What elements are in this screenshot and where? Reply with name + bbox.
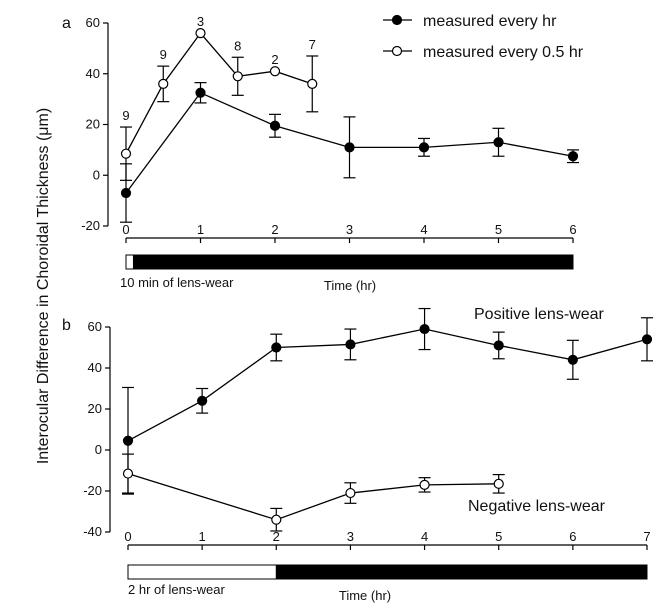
panel-b-bar-label: 2 hr of lens-wear <box>128 582 225 597</box>
panel-b-x-tick-label: 4 <box>421 529 428 544</box>
panel-b-annotation: Negative lens-wear <box>468 498 606 515</box>
panel-a-x-tick-label: 0 <box>122 222 129 237</box>
panel-b-y-tick-label: -20 <box>83 483 102 498</box>
panel-b-y-tick-label: 40 <box>88 360 102 375</box>
panel-a-series-open-n-label: 8 <box>234 38 241 53</box>
panel-a-series-open-line <box>125 32 313 154</box>
panel-b-y-tick-label: 0 <box>95 442 102 457</box>
panel-a-series-open-n-label: 9 <box>160 47 167 62</box>
panel-b-series-filled-point <box>419 323 430 335</box>
panel-b-series-filled-point <box>567 354 578 365</box>
panel-a-y-tick-label: 20 <box>86 117 100 132</box>
panel-b-x-tick-label: 1 <box>199 529 206 544</box>
panel-b-series-open-point <box>493 478 504 489</box>
panel-b-series-filled-point <box>641 334 653 345</box>
panel-b-series-open-point <box>419 479 430 490</box>
panel-b-x-tick-label: 6 <box>569 529 576 544</box>
panel-b-x-tick-label: 2 <box>273 529 280 544</box>
panel-a-x-tick-label: 2 <box>271 222 278 237</box>
panel-a-series-open-point <box>158 78 169 90</box>
panel-b-series-filled-point <box>345 339 356 350</box>
panel-b-y-tick-label: -40 <box>83 524 102 539</box>
panel-a-series-filled-point <box>269 120 281 131</box>
panel-a-letter: a <box>62 15 71 32</box>
legend-marker <box>391 14 403 26</box>
panel-a-x-tick-label: 5 <box>495 222 502 237</box>
panel-a-series-open-point <box>232 71 243 82</box>
panel-a-y-tick-label: 40 <box>86 66 100 81</box>
panel-a-x-tick-label: 6 <box>569 222 576 237</box>
panel-a-x-label: Time (hr) <box>324 278 376 293</box>
panel-a-y-tick-label: -20 <box>81 218 100 233</box>
panel-a-dark-bar <box>125 254 574 270</box>
panel-b-y-tick-label: 60 <box>88 319 102 334</box>
panel-a-series-filled-point <box>493 137 504 148</box>
panel-a-x-tick-label: 4 <box>420 222 427 237</box>
panel-b-series-filled-point <box>197 395 208 406</box>
legend-marker <box>391 45 403 57</box>
panel-b-series-open-point <box>122 468 134 479</box>
panel-a-series-open-n-label: 9 <box>122 108 129 123</box>
panel-b-white-bar <box>127 564 277 580</box>
panel-b-letter: b <box>62 317 71 334</box>
legend-label: measured every 0.5 hr <box>423 44 584 61</box>
panel-b-series-open-line <box>127 472 499 521</box>
panel-a-x-tick-label: 1 <box>197 222 204 237</box>
panel-a-x-tick-label: 3 <box>346 222 353 237</box>
panel-b-series-filled-line <box>127 328 648 442</box>
panel-b-x-tick-label: 0 <box>124 529 131 544</box>
panel-b-series-filled-point <box>122 435 134 446</box>
panel-a-y-tick-label: 0 <box>93 167 100 182</box>
panel-a-series-open-n-label: 3 <box>197 14 204 29</box>
panel-b-x-tick-label: 3 <box>347 529 354 544</box>
panel-a-white-bar <box>125 254 134 270</box>
legend-label: measured every hr <box>423 13 557 30</box>
panel-a-series-filled-point <box>567 151 579 162</box>
panel-a-series-filled-point <box>418 142 430 153</box>
panel-b-x-tick-label: 5 <box>495 529 502 544</box>
panel-a-series-open-n-label: 7 <box>309 37 316 52</box>
panel-b-annotation: Positive lens-wear <box>474 306 605 323</box>
panel-b-series-open-point <box>271 514 282 525</box>
panel-b-series-filled-point <box>271 342 282 353</box>
panel-a-series-filled-point <box>195 87 206 98</box>
panel-b-x-tick-label: 7 <box>643 529 650 544</box>
panel-b-x-label: Time (hr) <box>339 588 391 603</box>
panel-a-series-open-point <box>307 78 318 90</box>
panel-a-series-open-point <box>269 66 281 77</box>
panel-a-series-filled-point <box>344 142 355 153</box>
panel-a-series-open-point <box>120 148 132 159</box>
panel-a-series-open-n-label: 2 <box>271 52 278 67</box>
panel-a-bar-label: 10 min of lens-wear <box>120 275 234 290</box>
panel-b-y-tick-label: 20 <box>88 401 102 416</box>
panel-b-series-open-point <box>345 487 356 499</box>
panel-a-series-open-point <box>195 28 206 39</box>
panel-b-series-filled-point <box>493 340 504 351</box>
y-axis-label: Interocular Difference in Choroidal Thic… <box>35 108 52 464</box>
panel-a-series-filled-point <box>120 187 132 199</box>
panel-a-y-tick-label: 60 <box>86 15 100 30</box>
